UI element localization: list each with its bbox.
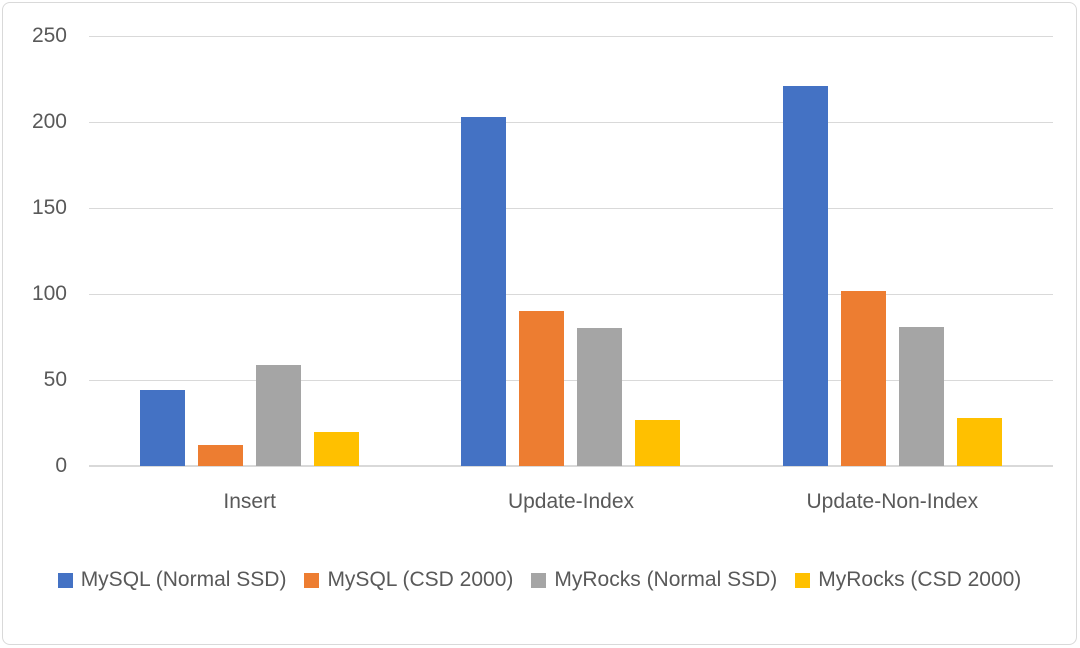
- y-axis-tick-label: 100: [31, 282, 67, 305]
- y-axis-tick-label: 250: [31, 24, 67, 47]
- gridline-200: [89, 121, 1053, 123]
- legend-label: MyRocks (Normal SSD): [554, 568, 778, 591]
- gridline-250: [89, 35, 1053, 37]
- legend-marker-icon: [57, 572, 73, 588]
- legend-item-mysql-normal-ssd-: MySQL (Normal SSD): [57, 568, 287, 592]
- legend-label: MySQL (Normal SSD): [80, 568, 287, 591]
- plot-area: [89, 35, 1053, 467]
- bar-mysql-normal-ssd--update-index: [461, 116, 507, 466]
- bar-mysql-csd-2000--update-non-index: [840, 290, 886, 466]
- bar-myrocks-csd-2000--update-non-index: [956, 417, 1002, 466]
- bar-group-update-index: [410, 36, 731, 466]
- legend-item-mysql-csd-2000-: MySQL (CSD 2000): [304, 568, 513, 592]
- bar-mysql-csd-2000--insert: [198, 445, 244, 466]
- bar-myrocks-normal-ssd--update-index: [577, 328, 623, 466]
- legend-label: MyRocks (CSD 2000): [818, 568, 1022, 591]
- x-axis-category-label: Update-Index: [507, 490, 635, 513]
- x-axis-category-label: Insert: [223, 490, 276, 513]
- y-axis-tick-label: 200: [31, 110, 67, 133]
- legend-item-myrocks-normal-ssd-: MyRocks (Normal SSD): [531, 568, 777, 592]
- bar-group-update-non-index: [732, 36, 1053, 466]
- legend: MySQL (Normal SSD) MySQL (CSD 2000) MyRock…: [3, 568, 1076, 592]
- y-axis-tick-label: 50: [43, 368, 67, 391]
- y-axis-tick-label: 0: [55, 454, 67, 477]
- gridline-50: [89, 379, 1053, 381]
- legend-marker-icon: [531, 572, 547, 588]
- bar-myrocks-csd-2000--insert: [314, 431, 360, 466]
- bar-myrocks-normal-ssd--insert: [256, 364, 302, 466]
- bar-mysql-normal-ssd--update-non-index: [782, 85, 828, 466]
- x-axis-category-label: Update-Non-Index: [806, 490, 979, 513]
- bar-myrocks-csd-2000--update-index: [635, 419, 681, 466]
- bar-myrocks-normal-ssd--update-non-index: [898, 326, 944, 466]
- legend-label: MySQL (CSD 2000): [327, 568, 514, 591]
- legend-item-myrocks-csd-2000-: MyRocks (CSD 2000): [795, 568, 1021, 592]
- gridline-150: [89, 207, 1053, 209]
- bar-mysql-csd-2000--update-index: [519, 311, 565, 466]
- x-axis-line: [89, 465, 1053, 467]
- gridline-100: [89, 293, 1053, 295]
- bar-mysql-normal-ssd--insert: [140, 390, 186, 466]
- bar-group-insert: [89, 36, 410, 466]
- legend-marker-icon: [304, 572, 320, 588]
- legend-marker-icon: [795, 572, 811, 588]
- y-axis-tick-label: 150: [31, 196, 67, 219]
